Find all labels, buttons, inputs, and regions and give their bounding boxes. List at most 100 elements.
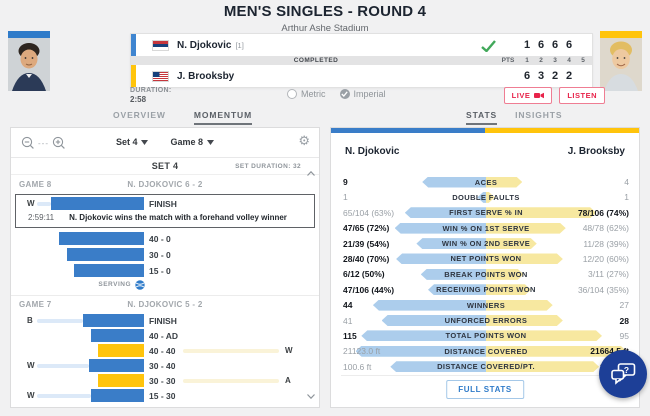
stat-bar-left: [420, 268, 486, 280]
momentum-point-row[interactable]: B FINISH: [11, 313, 319, 328]
scroll-up-icon[interactable]: [307, 163, 315, 181]
point-score-label: 30 - 0: [149, 250, 171, 260]
listen-label: LISTEN: [567, 91, 597, 100]
game-dropdown[interactable]: Game 8: [170, 137, 215, 147]
momentum-point-row[interactable]: 15 - 0: [11, 263, 319, 279]
games-divider: [11, 295, 319, 296]
tab-insights[interactable]: INSIGHTS: [515, 110, 563, 120]
stat-label: WIN % ON 1ST SERVE: [442, 223, 530, 233]
stat-value-right: 36/104 (35%): [577, 284, 629, 295]
match-duration: DURATION: 2:58: [130, 87, 171, 104]
momentum-point-row[interactable]: 30 - 0: [11, 247, 319, 263]
stat-value-right: 78/106 (74%): [577, 207, 629, 218]
point-outcome-letter: W: [27, 361, 35, 370]
set-dropdown[interactable]: Set 4: [116, 137, 149, 147]
set-game-selectors: Set 4 Game 8: [11, 137, 319, 147]
stat-bar-left: [477, 191, 486, 203]
score-cell: 6: [523, 70, 531, 82]
live-button[interactable]: LIVE: [503, 87, 553, 104]
player-photo-brooksby: [600, 31, 642, 91]
momentum-bar: [51, 197, 144, 210]
stat-bar-right: [486, 330, 602, 341]
connector-line-right: [183, 379, 279, 383]
stat-value-left: 1: [343, 192, 348, 203]
radio-unselected-icon[interactable]: [287, 89, 297, 99]
player-name: N. Djokovic: [177, 39, 232, 51]
video-camera-icon: [534, 92, 545, 99]
stat-value-left: 6/12 (50%): [343, 269, 385, 280]
finish-highlight-box[interactable]: W FINISH 2:59:11 N. Djokovic wins the ma…: [15, 194, 315, 228]
stat-label: BREAK POINTS WON: [444, 269, 528, 279]
zoom-out-icon[interactable]: [21, 136, 35, 150]
momentum-bar: [83, 314, 144, 327]
momentum-bar: [67, 248, 144, 261]
duration-value: 2:58: [130, 94, 147, 104]
stat-value-left: 21/39 (54%): [343, 238, 390, 249]
stat-bar-left: [422, 176, 486, 188]
point-score-label: FINISH: [149, 316, 177, 326]
stat-bar-left: [390, 361, 486, 373]
help-chat-icon[interactable]: ?: [599, 350, 647, 398]
tab-overview[interactable]: OVERVIEW: [113, 110, 166, 120]
tab-momentum[interactable]: MOMENTUM: [193, 110, 253, 125]
stat-value-left: 47/106 (44%): [343, 284, 395, 295]
stat-bar-right: [486, 300, 553, 311]
point-score-label: 15 - 0: [149, 266, 171, 276]
photo-accent-bar-yellow: [600, 31, 642, 38]
serving-label: SERVING: [98, 281, 131, 288]
momentum-point-row[interactable]: 40 - 40 W: [11, 343, 319, 358]
momentum-point-row[interactable]: 40 - AD: [11, 328, 319, 343]
momentum-point-row[interactable]: W 30 - 40: [11, 358, 319, 373]
stats-player-left: N. Djokovic: [345, 146, 400, 157]
score-cell: 2: [565, 70, 573, 82]
stat-row: WIN % ON 2ND SERVE 21/39 (54%) 11/28 (39…: [342, 236, 630, 251]
game-name: GAME 7: [19, 300, 52, 309]
imperial-radio[interactable]: Imperial: [339, 89, 386, 99]
metric-radio[interactable]: Metric: [287, 89, 326, 99]
momentum-point-row[interactable]: W 15 - 30: [11, 388, 319, 403]
connector-line-left: [37, 202, 51, 206]
score-cell: 2: [539, 57, 543, 64]
chevron-down-icon: [207, 139, 215, 145]
stat-bar-right: [486, 238, 537, 249]
point-outcome-letter-right: A: [285, 376, 291, 385]
serving-indicator-row: SERVING: [11, 279, 319, 292]
set-title: SET 4: [151, 161, 179, 171]
stat-label: ACES: [474, 177, 498, 187]
listen-button[interactable]: LISTEN: [559, 87, 605, 104]
stat-row: RECEIVING POINTS WON 47/106 (44%) 36/104…: [342, 282, 630, 297]
winner-check-icon: [481, 39, 496, 57]
djokovic-portrait: [8, 38, 50, 91]
point-outcome-letter: W: [27, 199, 35, 208]
finish-detail-line: 2:59:11 N. Djokovic wins the match with …: [16, 213, 314, 225]
stat-row: BREAK POINTS WON 6/12 (50%) 3/11 (27%): [342, 266, 630, 281]
point-outcome-letter: B: [27, 316, 33, 325]
media-buttons: LIVE LISTEN: [503, 87, 605, 104]
score-cell: 4: [567, 57, 571, 64]
usa-flag-icon: [152, 70, 169, 82]
point-score-label: 30 - 40: [149, 361, 176, 371]
zoom-slider[interactable]: ---: [38, 138, 49, 148]
momentum-bar: [91, 329, 144, 342]
radio-selected-icon[interactable]: [339, 89, 350, 99]
chevron-down-icon: [141, 139, 149, 145]
full-stats-button[interactable]: FULL STATS: [446, 380, 524, 399]
stat-label: RECEIVING POINTS WON: [436, 285, 536, 295]
score-cell: 2: [551, 70, 559, 82]
stat-label: DISTANCE COVERED/PT.: [437, 362, 535, 372]
momentum-point-row[interactable]: W FINISH: [16, 196, 314, 213]
settings-gear-icon[interactable]: ⚙: [298, 134, 310, 149]
stat-bar-left: [361, 330, 486, 342]
tab-stats[interactable]: STATS: [466, 110, 498, 125]
stats-panel: N. Djokovic J. Brooksby ACES 9 4 DOUBLE …: [330, 127, 640, 408]
scroll-down-icon[interactable]: [307, 386, 315, 404]
momentum-panel: --- Set 4 Game 8 ⚙ SET 4 SET DURATION: 3…: [10, 127, 320, 408]
stat-value-left: 41: [343, 315, 353, 326]
momentum-point-row[interactable]: 30 - 30 A: [11, 373, 319, 388]
zoom-in-icon[interactable]: [52, 136, 66, 150]
momentum-point-row[interactable]: 40 - 0: [11, 231, 319, 247]
score-cell: 6: [551, 39, 559, 51]
stat-value-right: 48/78 (62%): [582, 223, 629, 234]
